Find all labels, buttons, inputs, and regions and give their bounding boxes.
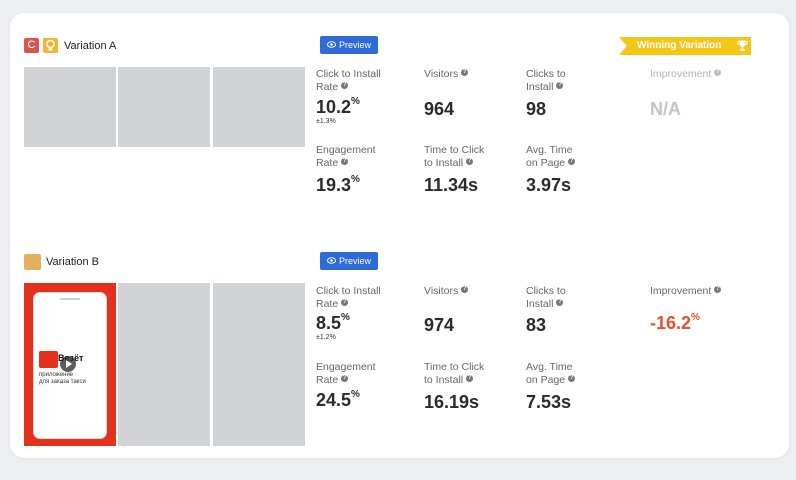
- info-icon[interactable]: ?: [461, 286, 469, 293]
- screenshot-placeholder: [213, 283, 305, 446]
- confidence-interval: ±1.3%: [316, 118, 336, 125]
- metric-value-click-to-install-rate: 8.5%: [316, 312, 350, 333]
- metric-label-time-to-click-to-install: Time to Click to Install?: [424, 144, 485, 169]
- app-screenshot-thumbnail[interactable]: Везёт приложение для заказа такси: [24, 283, 116, 446]
- winning-variation-banner: Winning Variation: [619, 37, 751, 55]
- phone-notch: [60, 298, 80, 300]
- metric-value-improvement: -16.2%: [650, 312, 700, 333]
- info-icon[interactable]: ?: [714, 286, 722, 293]
- info-icon[interactable]: ?: [341, 299, 349, 306]
- preview-label: Preview: [338, 40, 371, 50]
- variation-b-color-swatch: [24, 254, 41, 270]
- info-icon[interactable]: ?: [461, 69, 469, 76]
- play-icon[interactable]: [60, 356, 76, 372]
- metric-label-engagement-rate: Engagement Rate?: [316, 144, 376, 169]
- metric-value-clicks-to-install: 83: [526, 315, 547, 335]
- info-icon[interactable]: ?: [341, 375, 349, 382]
- metric-value-improvement: N/A: [650, 99, 681, 119]
- app-tagline-line2: для заказа такси: [39, 379, 86, 385]
- metric-value-time-to-click-to-install: 11.34s: [424, 175, 479, 195]
- info-icon[interactable]: ?: [714, 69, 722, 76]
- preview-button-b[interactable]: Preview: [320, 252, 378, 270]
- trophy-icon: [737, 40, 748, 51]
- eye-icon: [326, 41, 336, 48]
- control-badge: C: [24, 38, 39, 53]
- info-icon[interactable]: ?: [568, 375, 576, 382]
- variations-card: C Variation A Preview Winning Variation …: [10, 13, 789, 458]
- metric-label-time-to-click-to-install: Time to Click to Install?: [424, 361, 485, 386]
- info-icon[interactable]: ?: [556, 82, 564, 89]
- preview-label: Preview: [338, 256, 371, 266]
- info-icon[interactable]: ?: [556, 299, 564, 306]
- metric-label-clicks-to-install: Clicks to Install?: [526, 68, 566, 93]
- metric-label-click-to-install-rate: Click to Install Rate?: [316, 285, 381, 310]
- screenshot-placeholder: [24, 67, 116, 147]
- screenshot-placeholder: [118, 67, 210, 147]
- metric-value-engagement-rate: 19.3%: [316, 174, 360, 195]
- app-tagline-line1: приложение: [39, 372, 74, 378]
- lightbulb-icon: [43, 38, 58, 53]
- metric-label-improvement: Improvement?: [650, 285, 722, 297]
- metric-value-time-to-click-to-install: 16.19s: [424, 392, 480, 412]
- info-icon[interactable]: ?: [466, 158, 474, 165]
- metric-value-avg-time-on-page: 3.97s: [526, 175, 572, 195]
- info-icon[interactable]: ?: [466, 375, 474, 382]
- app-logo: [39, 351, 58, 368]
- confidence-interval: ±1.2%: [316, 334, 336, 341]
- phone-mockup: Везёт приложение для заказа такси: [33, 292, 107, 439]
- metric-label-visitors: Visitors?: [424, 68, 469, 80]
- info-icon[interactable]: ?: [568, 158, 576, 165]
- metric-value-engagement-rate: 24.5%: [316, 389, 360, 410]
- metric-label-improvement: Improvement?: [650, 68, 722, 80]
- metric-label-engagement-rate: Engagement Rate?: [316, 361, 376, 386]
- metric-label-avg-time-on-page: Avg. Time on Page?: [526, 144, 576, 169]
- screenshot-placeholder: [118, 283, 210, 446]
- variation-a-title: Variation A: [64, 40, 117, 52]
- screenshot-placeholder: [213, 67, 305, 147]
- eye-icon: [326, 257, 336, 264]
- variation-b-title: Variation B: [46, 256, 99, 268]
- metric-value-visitors: 964: [424, 99, 455, 119]
- metric-value-avg-time-on-page: 7.53s: [526, 392, 572, 412]
- metric-value-click-to-install-rate: 10.2%: [316, 96, 360, 117]
- metric-label-avg-time-on-page: Avg. Time on Page?: [526, 361, 576, 386]
- metric-value-visitors: 974: [424, 315, 455, 335]
- info-icon[interactable]: ?: [341, 158, 349, 165]
- info-icon[interactable]: ?: [341, 82, 349, 89]
- metric-label-click-to-install-rate: Click to Install Rate?: [316, 68, 381, 93]
- metric-label-visitors: Visitors?: [424, 285, 469, 297]
- winning-variation-label: Winning Variation: [637, 40, 722, 51]
- metric-label-clicks-to-install: Clicks to Install?: [526, 285, 566, 310]
- preview-button-a[interactable]: Preview: [320, 36, 378, 54]
- metric-value-clicks-to-install: 98: [526, 99, 547, 119]
